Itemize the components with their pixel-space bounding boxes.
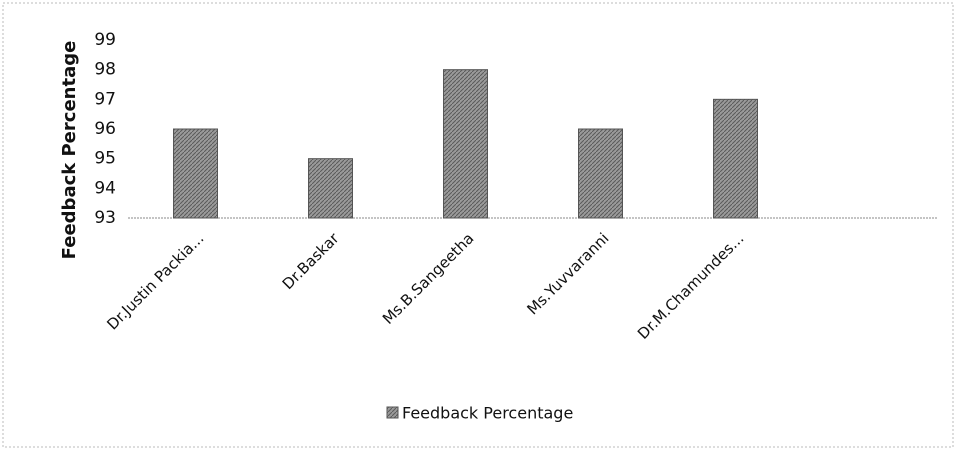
y-tick-label: 96 — [94, 119, 116, 139]
bar — [443, 69, 488, 219]
bar — [578, 128, 623, 219]
bar — [173, 128, 218, 219]
x-tick-label: Ms.B.Sangeetha — [379, 229, 478, 328]
x-tick-label: Dr.Baskar — [279, 229, 343, 293]
bar — [308, 158, 353, 219]
legend-label: Feedback Percentage — [402, 404, 573, 423]
y-tick-label: 95 — [94, 149, 116, 169]
y-tick-label: 99 — [94, 30, 116, 50]
legend-swatch — [386, 406, 399, 419]
x-tick-label: Ms.Yuvvaranni — [523, 229, 612, 318]
bar — [713, 98, 758, 219]
y-tick-label: 93 — [94, 208, 116, 228]
y-tick-label: 94 — [94, 178, 116, 198]
y-axis-label: Feedback Percentage — [59, 41, 80, 260]
x-tick-label: Dr.Justin Packia... — [103, 229, 207, 333]
x-tick-label: Dr.M.Chamundes... — [634, 229, 747, 342]
y-tick-label: 98 — [94, 60, 116, 80]
y-tick-label: 97 — [94, 89, 116, 109]
